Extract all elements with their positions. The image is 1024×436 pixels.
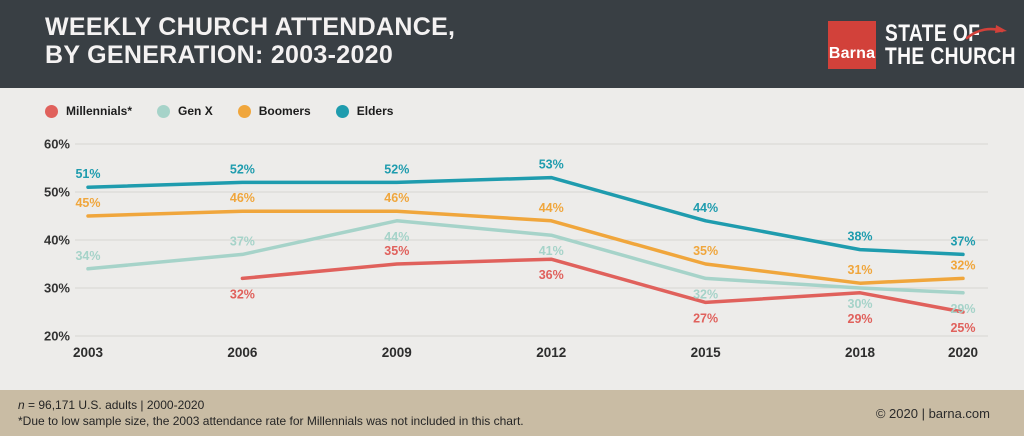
brand-wordmark-line2: THE CHURCH [885, 43, 1016, 70]
data-point-label: 46% [230, 191, 255, 205]
legend-dot-icon [45, 104, 58, 118]
page-title-line2: BY GENERATION: 2003-2020 [45, 41, 394, 69]
data-point-label: 25% [950, 321, 975, 335]
brand-wordmark: STATE OF THE CHURCH [885, 20, 1016, 70]
chart-legend: Millennials* Gen X Boomers Elders [45, 103, 393, 119]
data-point-label: 37% [230, 234, 255, 248]
data-point-label: 30% [848, 297, 873, 311]
page-title-line1: WEEKLY CHURCH ATTENDANCE, [45, 13, 456, 41]
data-point-label: 31% [848, 263, 873, 277]
x-axis-tick-label: 2006 [227, 345, 258, 360]
sample-size-n: n [18, 398, 25, 412]
legend-item-gen-x: Gen X [157, 104, 213, 118]
data-point-label: 27% [693, 311, 718, 325]
barna-logo-text: Barna [828, 45, 876, 62]
sample-size-note: n = 96,171 U.S. adults | 2000-2020 [18, 397, 524, 413]
series-line-elders [86, 175, 965, 257]
data-point-label: 36% [539, 268, 564, 282]
page-title: WEEKLY CHURCH ATTENDANCE, BY GENERATION:… [45, 13, 455, 69]
series-line-millennials [240, 257, 965, 314]
line-chart: 60% 50% 40% 30% 20%2003 2006 2009 2012 2015 2018 2… [44, 137, 988, 360]
data-point-label: 53% [539, 158, 564, 172]
data-point-label: 34% [75, 249, 100, 263]
barna-logo: Barna [828, 21, 876, 69]
data-point-label: 32% [693, 287, 718, 301]
data-point-label: 29% [950, 302, 975, 316]
data-point-label: 45% [75, 196, 100, 210]
x-axis-tick-label: 2003 [73, 345, 104, 360]
swoosh-arrow-icon [966, 25, 1007, 40]
data-point-label: 32% [230, 287, 255, 301]
footer-notes: n = 96,171 U.S. adults | 2000-2020 *Due … [18, 397, 524, 429]
series-line-boomers [86, 209, 965, 285]
y-axis-tick-label: 60% [44, 137, 70, 152]
data-point-label: 44% [693, 201, 718, 215]
legend-item-elders: Elders [335, 104, 394, 118]
legend-item-boomers: Boomers [237, 104, 311, 118]
x-axis-tick-label: 2020 [948, 345, 978, 360]
x-axis-tick-label: 2012 [536, 345, 566, 360]
legend-label: Elders [356, 104, 394, 118]
data-point-label: 41% [539, 244, 564, 258]
data-point-label: 51% [75, 167, 100, 181]
header: WEEKLY CHURCH ATTENDANCE, BY GENERATION:… [0, 0, 1024, 88]
sample-size-text: = 96,171 U.S. adults | 2000-2020 [24, 398, 205, 412]
brand-wordmark-line1: STATE OF [885, 20, 981, 47]
y-axis-tick-label: 50% [44, 185, 70, 200]
data-point-label: 32% [950, 258, 975, 272]
x-axis-tick-label: 2009 [382, 345, 412, 360]
x-axis-tick-label: 2018 [845, 345, 876, 360]
footer: n = 96,171 U.S. adults | 2000-2020 *Due … [0, 390, 1024, 436]
legend-dot-icon [237, 104, 251, 118]
data-point-label: 44% [539, 201, 564, 215]
legend-dot-icon [157, 104, 171, 118]
millennials-footnote: *Due to low sample size, the 2003 attend… [18, 414, 524, 428]
copyright: © 2020 | barna.com [875, 405, 990, 421]
legend-label: Millennials* [66, 104, 133, 118]
data-point-label: 52% [230, 162, 255, 176]
y-axis-tick-label: 30% [44, 281, 70, 296]
data-point-label: 35% [384, 244, 409, 258]
legend-item-millennials: Millennials* [45, 104, 132, 118]
data-point-label: 35% [693, 244, 718, 258]
data-point-label: 52% [384, 162, 409, 176]
data-point-label: 38% [848, 230, 873, 244]
series-line-gen-x [86, 219, 965, 295]
data-point-label: 29% [848, 312, 873, 326]
legend-dot-icon [335, 104, 349, 118]
y-axis-tick-label: 40% [44, 233, 70, 248]
data-point-label: 44% [384, 230, 409, 244]
legend-label: Gen X [178, 104, 213, 118]
data-point-label: 46% [384, 191, 409, 205]
data-point-label: 37% [950, 234, 975, 248]
y-axis-tick-label: 20% [44, 329, 70, 344]
legend-label: Boomers [258, 104, 311, 118]
x-axis-tick-label: 2015 [691, 345, 722, 360]
